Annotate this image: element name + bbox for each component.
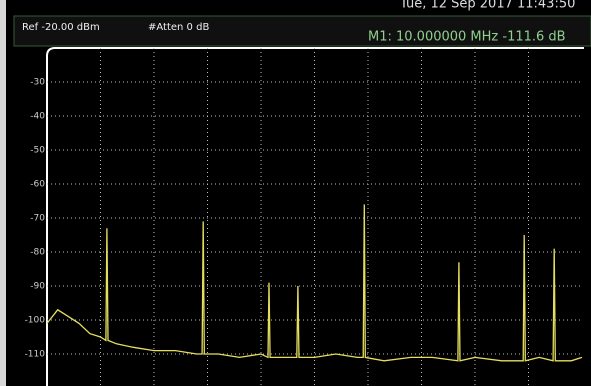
trace	[46, 204, 583, 362]
y-tick-label: -100	[25, 316, 46, 326]
y-tick-label: -70	[30, 214, 45, 224]
y-tick-label: -60	[30, 180, 45, 190]
y-tick-label: -90	[30, 282, 45, 292]
y-tick-label: -30	[30, 78, 45, 88]
status-text: Tue, 12 Sep 2017 11:43:50	[399, 0, 575, 12]
header-bar	[13, 15, 591, 47]
attenuation: #Atten 0 dB	[148, 22, 209, 33]
y-tick-label: -80	[30, 248, 45, 258]
y-tick-label: -40	[30, 112, 45, 122]
y-tick-label: -50	[30, 146, 45, 156]
plot: -30 -40 -50 -60 -70 -80 -90 -100 -110	[25, 48, 583, 386]
y-tick-label: -110	[25, 350, 46, 360]
marker-readout: M1: 10.000000 MHz -111.6 dB	[368, 30, 566, 45]
reference-level: Ref -20.00 dBm	[22, 22, 100, 33]
plot-border	[46, 47, 584, 386]
